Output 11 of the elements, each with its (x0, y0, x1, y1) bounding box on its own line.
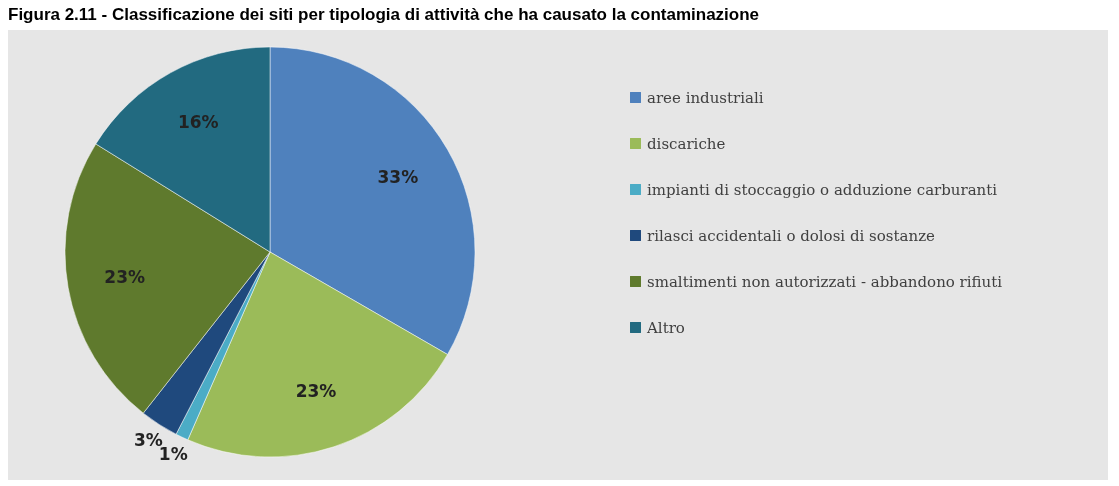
data-label: 23% (104, 266, 145, 287)
legend-label: rilasci accidentali o dolosi di sostanze (647, 226, 936, 245)
legend-label: smaltimenti non autorizzati - abbandono rifiuti (647, 272, 1003, 291)
chart-title: Figura 2.11 - Classificazione dei siti per tipologia di attività che ha causato la contaminazione (8, 5, 760, 24)
legend-label: Altro (646, 318, 685, 337)
data-label: 33% (377, 167, 419, 188)
legend-label: aree industriali (647, 88, 764, 107)
data-label: 23% (295, 381, 337, 402)
data-label: 16% (177, 112, 219, 133)
legend-label: discariche (647, 134, 726, 153)
legend-label: impianti di stoccaggio o adduzione carburanti (647, 180, 998, 199)
